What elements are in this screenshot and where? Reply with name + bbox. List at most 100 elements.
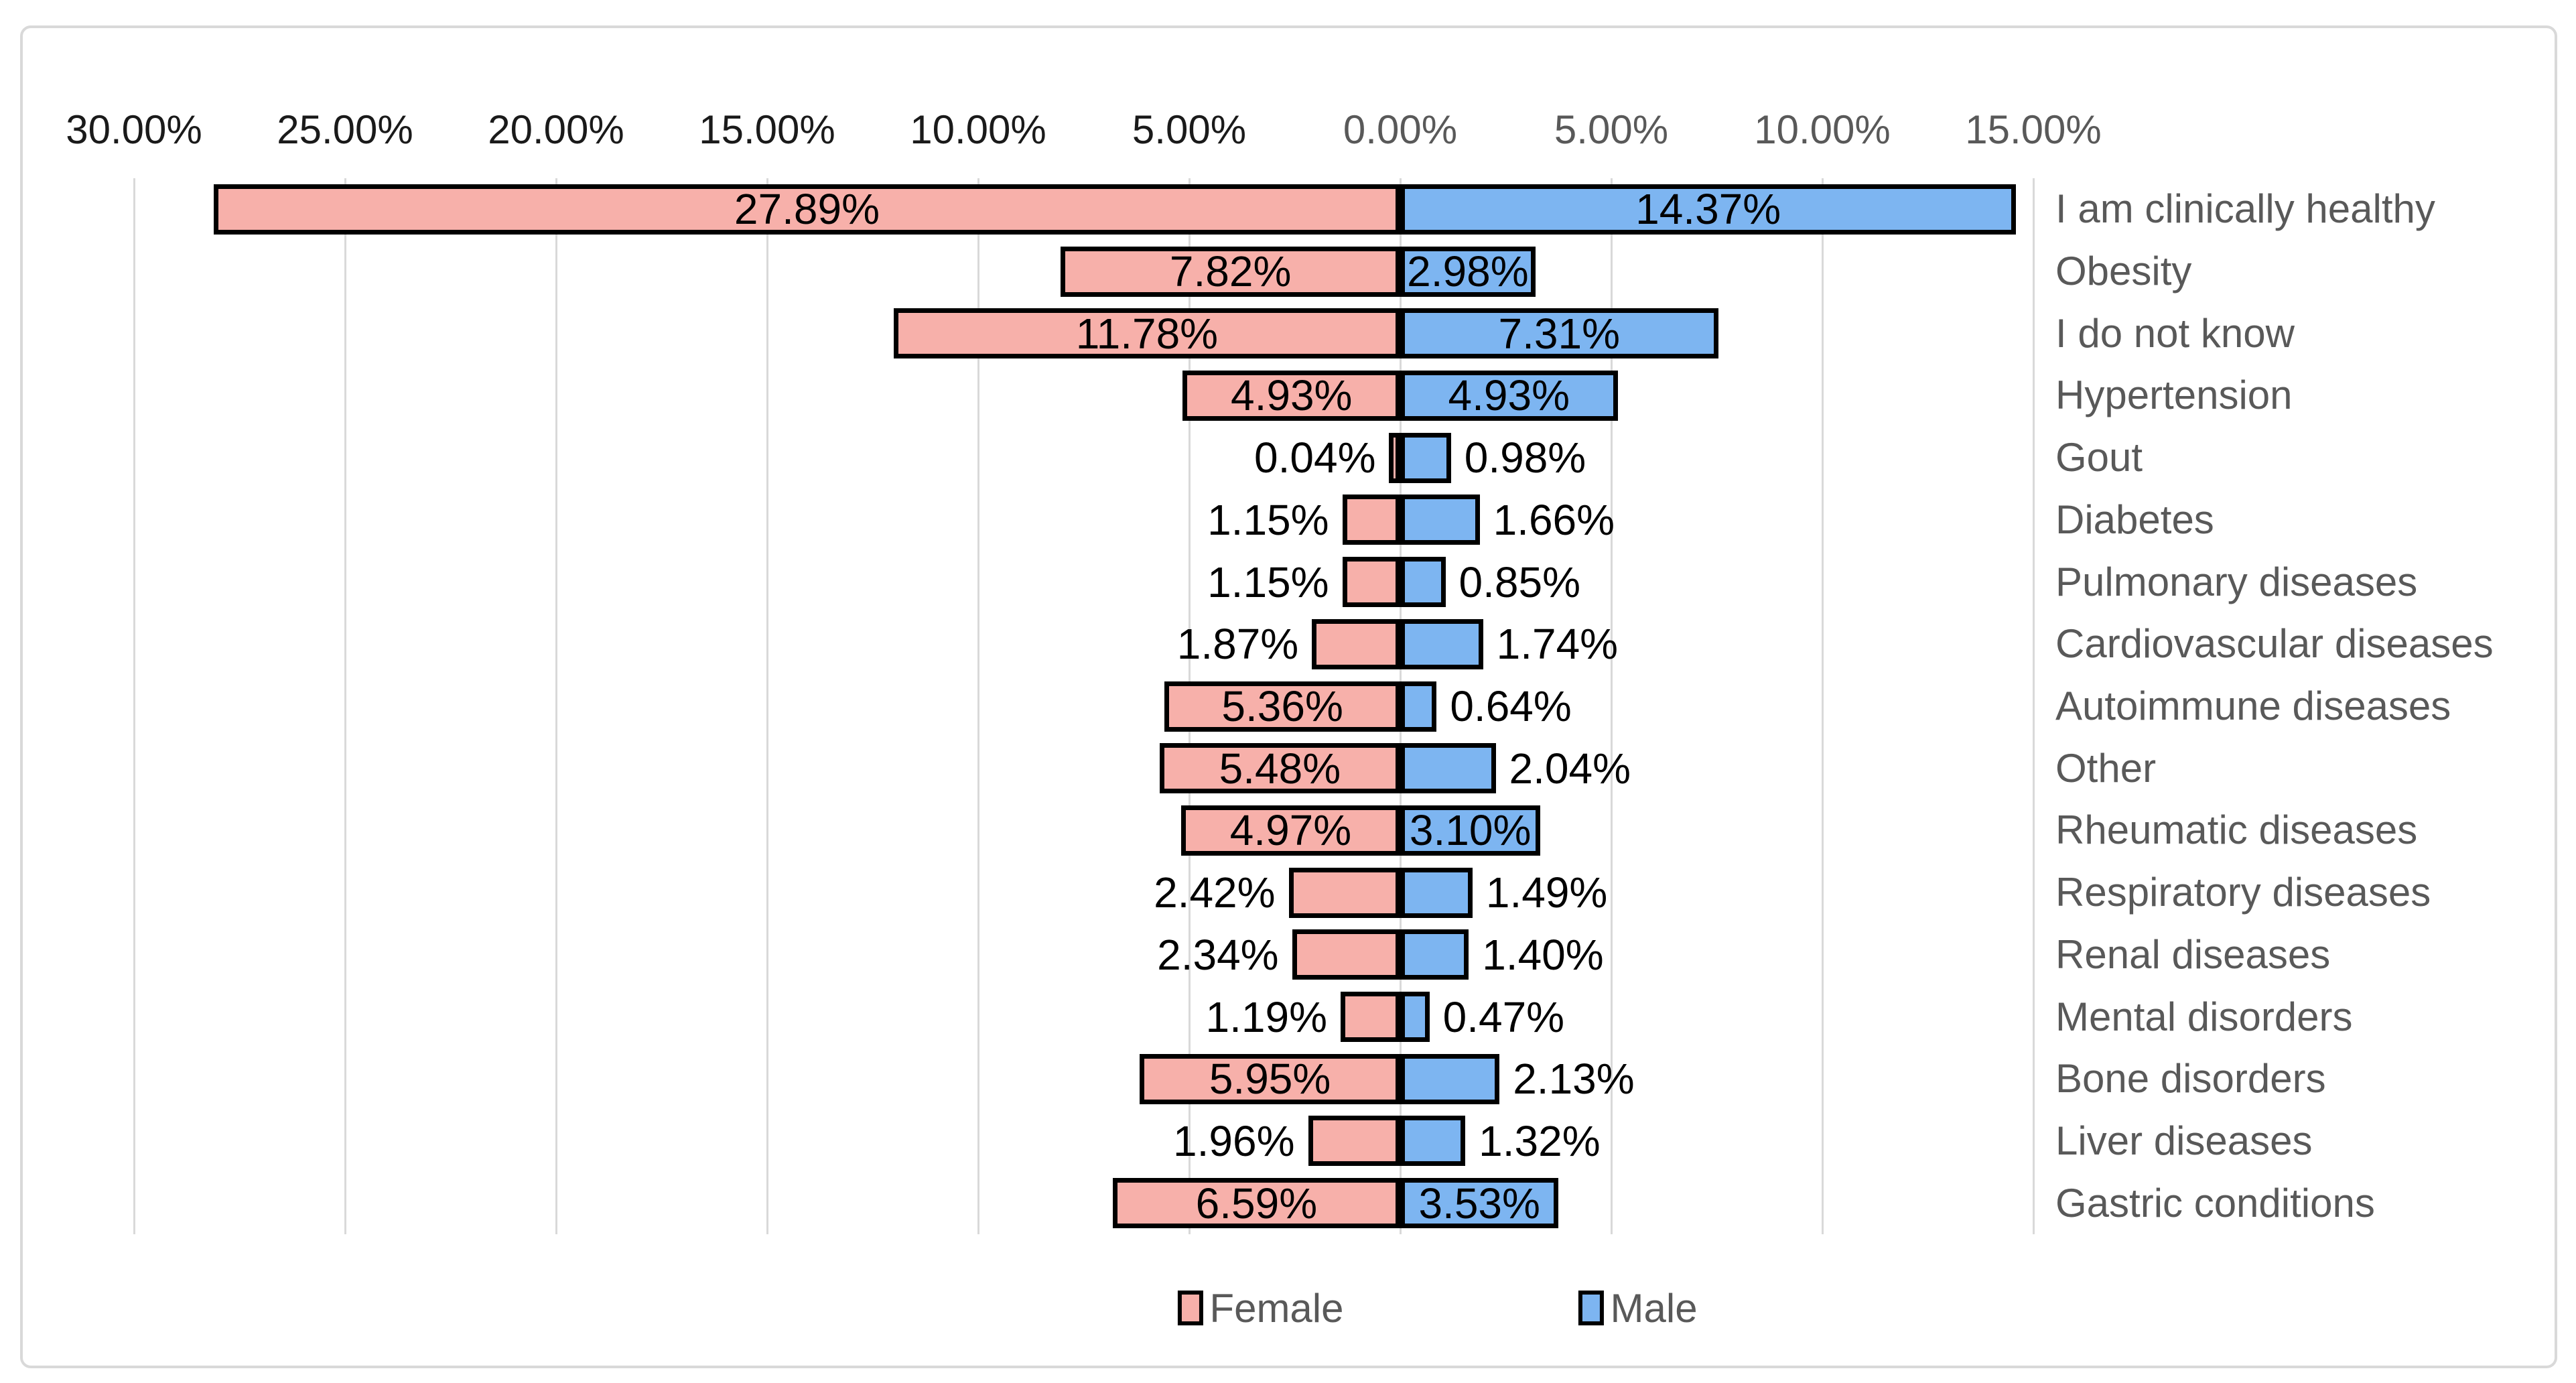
- category-label: Gastric conditions: [2055, 1180, 2375, 1226]
- axis-tick-label: 20.00%: [488, 107, 624, 152]
- legend-item-male: Male: [1578, 1285, 1698, 1331]
- female-bar: [1292, 929, 1400, 980]
- category-label: Cardiovascular diseases: [2055, 621, 2494, 667]
- male-bar: [1400, 681, 1437, 732]
- gridline: [1821, 178, 1824, 1234]
- gridline: [977, 178, 979, 1234]
- female-value-label: 5.36%: [1221, 682, 1343, 730]
- male-bar: [1400, 1178, 1559, 1229]
- gridline: [2032, 178, 2035, 1234]
- category-label: Obesity: [2055, 249, 2192, 294]
- male-value-label: 4.93%: [1448, 371, 1570, 420]
- female-bar: [1342, 495, 1400, 545]
- axis-tick-label: 15.00%: [1965, 107, 2102, 152]
- male-bar: [1400, 805, 1541, 856]
- category-label: Bone disorders: [2055, 1056, 2326, 1102]
- legend-label: Female: [1209, 1285, 1344, 1331]
- female-value-label: 2.42%: [1154, 868, 1276, 917]
- female-value-label: 1.87%: [1176, 620, 1299, 669]
- legend-item-female: Female: [1177, 1285, 1344, 1331]
- female-value-label: 27.89%: [734, 185, 880, 234]
- female-bar: [1288, 867, 1400, 918]
- male-bar: [1400, 495, 1480, 545]
- male-value-label: 3.10%: [1409, 806, 1532, 855]
- male-value-label: 0.47%: [1442, 992, 1565, 1041]
- female-value-label: 1.19%: [1205, 992, 1328, 1041]
- female-bar: [1182, 370, 1400, 421]
- male-bar: [1400, 618, 1483, 669]
- female-bar: [1140, 1053, 1400, 1104]
- male-value-label: 0.98%: [1464, 434, 1586, 482]
- female-value-label: 2.34%: [1157, 930, 1279, 979]
- gridline: [766, 178, 768, 1234]
- gridline: [344, 178, 346, 1234]
- female-bar: [1312, 618, 1400, 669]
- female-value-label: 4.93%: [1230, 371, 1353, 420]
- male-bar: [1400, 743, 1496, 794]
- male-value-label: 1.74%: [1496, 620, 1619, 669]
- male-bar: [1400, 557, 1446, 608]
- male-bar: [1400, 867, 1473, 918]
- axis-tick-label: 25.00%: [277, 107, 413, 152]
- male-bar: [1400, 1116, 1466, 1167]
- male-value-label: 14.37%: [1635, 185, 1781, 234]
- male-bar: [1400, 1053, 1500, 1104]
- category-label: Renal diseases: [2055, 931, 2331, 977]
- female-bar: [213, 184, 1400, 235]
- male-bar: [1400, 432, 1451, 483]
- female-bar: [1159, 743, 1400, 794]
- female-value-label: 7.82%: [1169, 247, 1292, 296]
- male-value-label: 3.53%: [1418, 1179, 1540, 1228]
- female-bar: [1342, 557, 1400, 608]
- male-bar: [1400, 184, 2017, 235]
- axis-tick-label: 5.00%: [1554, 107, 1669, 152]
- female-bar: [1164, 681, 1400, 732]
- gridline: [133, 178, 135, 1234]
- female-bar: [1180, 805, 1400, 856]
- axis-tick-label: 30.00%: [66, 107, 202, 152]
- female-value-label: 1.15%: [1207, 495, 1329, 544]
- category-label: Gout: [2055, 435, 2143, 480]
- male-value-label: 1.32%: [1479, 1116, 1601, 1165]
- legend: Female Male: [1177, 1284, 1698, 1332]
- female-value-label: 11.78%: [1075, 309, 1219, 358]
- legend-swatch-female-icon: [1177, 1291, 1203, 1325]
- axis-tick-label: 10.00%: [1754, 107, 1891, 152]
- legend-label: Male: [1610, 1285, 1698, 1331]
- female-bar: [1389, 432, 1400, 483]
- male-bar: [1400, 308, 1718, 359]
- category-label: I am clinically healthy: [2055, 186, 2435, 232]
- category-label: Diabetes: [2055, 497, 2214, 542]
- male-bar: [1400, 992, 1430, 1043]
- male-value-label: 0.85%: [1459, 557, 1581, 606]
- female-value-label: 1.96%: [1173, 1116, 1295, 1165]
- category-label: Respiratory diseases: [2055, 870, 2431, 915]
- category-label: Liver diseases: [2055, 1118, 2313, 1163]
- female-bar: [1061, 246, 1400, 297]
- male-value-label: 1.49%: [1485, 868, 1608, 917]
- female-value-label: 5.48%: [1219, 744, 1341, 793]
- category-label: Rheumatic diseases: [2055, 807, 2418, 853]
- male-bar: [1400, 246, 1536, 297]
- category-label: I do not know: [2055, 310, 2295, 356]
- legend-swatch-male-icon: [1578, 1291, 1604, 1325]
- male-value-label: 0.64%: [1450, 682, 1572, 730]
- gridline: [555, 178, 557, 1234]
- female-bar: [893, 308, 1400, 359]
- female-value-label: 0.04%: [1254, 434, 1376, 482]
- male-value-label: 2.04%: [1509, 744, 1631, 793]
- male-value-label: 2.98%: [1407, 247, 1529, 296]
- category-label: Autoimmune diseases: [2055, 683, 2451, 728]
- category-label: Hypertension: [2055, 373, 2293, 418]
- category-label: Mental disorders: [2055, 994, 2353, 1039]
- female-value-label: 1.15%: [1207, 557, 1329, 606]
- axis-tick-label: 15.00%: [699, 107, 835, 152]
- female-bar: [1308, 1116, 1400, 1167]
- female-bar: [1341, 992, 1400, 1043]
- category-label: Other: [2055, 745, 2157, 791]
- male-value-label: 1.40%: [1482, 930, 1604, 979]
- female-value-label: 6.59%: [1195, 1179, 1318, 1228]
- axis-tick-label: 0.00%: [1343, 107, 1458, 152]
- axis-tick-label: 5.00%: [1132, 107, 1247, 152]
